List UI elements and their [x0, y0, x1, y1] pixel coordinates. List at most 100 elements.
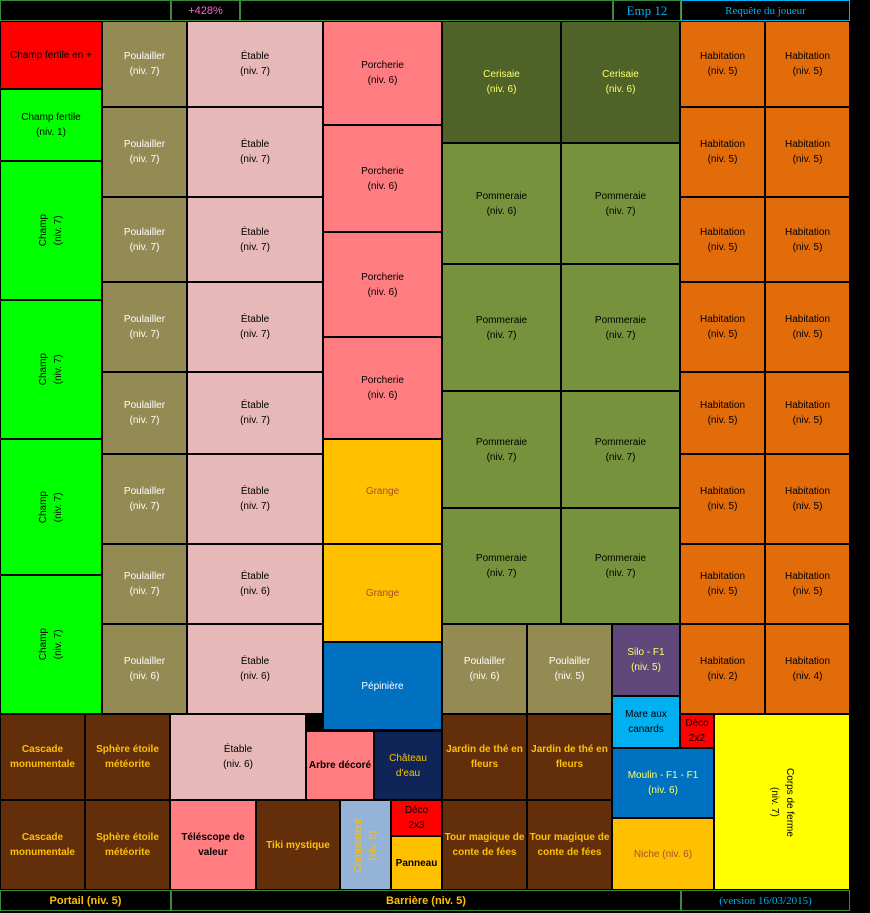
field-4[interactable]: Champ (niv. 7)	[0, 575, 102, 714]
barn-1-label: Grange	[365, 486, 400, 497]
apple-orchard-3-label: Pommeraie (niv. 7)	[475, 314, 528, 341]
house-7[interactable]: Habitation (niv. 5)	[680, 282, 765, 372]
tiki[interactable]: Tiki mystique	[256, 800, 340, 890]
composter-label: Composteur (niv. 5)	[352, 817, 379, 873]
duck-pond[interactable]: Mare aux canards	[612, 696, 680, 748]
house-10-label: Habitation (niv. 5)	[784, 400, 831, 426]
house-16[interactable]: Habitation (niv. 4)	[765, 624, 850, 714]
pigsty-3[interactable]: Porcherie (niv. 6)	[323, 232, 442, 337]
water-tower[interactable]: Château d'eau	[374, 731, 442, 800]
house-3[interactable]: Habitation (niv. 5)	[680, 107, 765, 197]
magic-tower-2[interactable]: Tour magique de conte de fées	[527, 800, 612, 890]
apple-orchard-8[interactable]: Pommeraie (niv. 7)	[561, 508, 680, 624]
chicken-coop-2[interactable]: Poulailler (niv. 7)	[102, 107, 187, 197]
farmhouse-label: Corps de ferme (niv. 7)	[769, 767, 795, 837]
percent-indicator: +428%	[171, 0, 240, 21]
star-sphere-2-label: Sphère étoile météorite	[96, 832, 159, 858]
nursery-label: Pépinière	[361, 680, 404, 692]
stable-4[interactable]: Étable (niv. 7)	[187, 282, 323, 372]
house-1[interactable]: Habitation (niv. 5)	[680, 21, 765, 107]
house-12[interactable]: Habitation (niv. 5)	[765, 454, 850, 544]
pigsty-4[interactable]: Porcherie (niv. 6)	[323, 337, 442, 439]
star-sphere-1[interactable]: Sphère étoile météorite	[85, 714, 170, 800]
doghouse[interactable]: Niche (niv. 6)	[612, 818, 714, 890]
composter[interactable]: Composteur (niv. 5)	[340, 800, 391, 890]
cherry-orchard-2[interactable]: Cerisaie (niv. 6)	[561, 21, 680, 143]
player-request-button[interactable]: Requête du joueur	[681, 0, 850, 21]
stable-2[interactable]: Étable (niv. 7)	[187, 107, 323, 197]
house-5[interactable]: Habitation (niv. 5)	[680, 197, 765, 282]
decorated-tree[interactable]: Arbre décoré	[306, 731, 374, 800]
apple-orchard-5[interactable]: Pommeraie (niv. 7)	[442, 391, 561, 508]
silo[interactable]: Silo - F1 (niv. 5)	[612, 624, 680, 696]
house-9[interactable]: Habitation (niv. 5)	[680, 372, 765, 454]
pigsty-3-label: Porcherie (niv. 6)	[361, 271, 404, 298]
chicken-coop-8[interactable]: Poulailler (niv. 6)	[102, 624, 187, 714]
stable-1[interactable]: Étable (niv. 7)	[187, 21, 323, 107]
chicken-coop-3[interactable]: Poulailler (niv. 7)	[102, 197, 187, 282]
tea-garden-1[interactable]: Jardin de thé en fleurs	[442, 714, 527, 800]
barrier-label: Barrière (niv. 5)	[171, 890, 681, 911]
apple-orchard-1-label: Pommeraie (niv. 6)	[475, 190, 528, 217]
house-1-label: Habitation (niv. 5)	[699, 51, 746, 77]
chicken-coop-4[interactable]: Poulailler (niv. 7)	[102, 282, 187, 372]
barn-2[interactable]: Grange	[323, 544, 442, 642]
apple-orchard-6[interactable]: Pommeraie (niv. 7)	[561, 391, 680, 508]
stable-8[interactable]: Étable (niv. 6)	[187, 624, 323, 714]
stable-6[interactable]: Étable (niv. 7)	[187, 454, 323, 544]
apple-orchard-4[interactable]: Pommeraie (niv. 7)	[561, 264, 680, 391]
stable-bottom[interactable]: Étable (niv. 6)	[170, 714, 306, 800]
stable-5[interactable]: Étable (niv. 7)	[187, 372, 323, 454]
chicken-coop-1[interactable]: Poulailler (niv. 7)	[102, 21, 187, 107]
pigsty-4-label: Porcherie (niv. 6)	[361, 375, 404, 401]
tea-garden-2[interactable]: Jardin de thé en fleurs	[527, 714, 612, 800]
farmhouse[interactable]: Corps de ferme (niv. 7)	[714, 714, 850, 890]
telescope-label: Téléscope de valeur	[181, 832, 245, 858]
field-fertile-plus[interactable]: Champ fertile en +	[0, 21, 102, 89]
star-sphere-2[interactable]: Sphère étoile météorite	[85, 800, 170, 890]
field-2[interactable]: Champ (niv. 7)	[0, 300, 102, 439]
chicken-coop-7[interactable]: Poulailler (niv. 7)	[102, 544, 187, 624]
star-sphere-1-label: Sphère étoile météorite	[96, 744, 159, 770]
stable-6-label: Étable (niv. 7)	[240, 486, 270, 512]
apple-orchard-3[interactable]: Pommeraie (niv. 7)	[442, 264, 561, 391]
chicken-coop-9[interactable]: Poulailler (niv. 6)	[442, 624, 527, 714]
sign[interactable]: Panneau	[391, 836, 442, 890]
apple-orchard-2[interactable]: Pommeraie (niv. 7)	[561, 143, 680, 264]
house-13[interactable]: Habitation (niv. 5)	[680, 544, 765, 624]
house-4[interactable]: Habitation (niv. 5)	[765, 107, 850, 197]
apple-orchard-7[interactable]: Pommeraie (niv. 7)	[442, 508, 561, 624]
house-8-label: Habitation (niv. 5)	[784, 314, 831, 340]
house-2[interactable]: Habitation (niv. 5)	[765, 21, 850, 107]
barn-1[interactable]: Grange	[323, 439, 442, 544]
cherry-orchard-1[interactable]: Cerisaie (niv. 6)	[442, 21, 561, 143]
chicken-coop-10[interactable]: Poulailler (niv. 5)	[527, 624, 612, 714]
house-10[interactable]: Habitation (niv. 5)	[765, 372, 850, 454]
tea-garden-2-label: Jardin de thé en fleurs	[531, 744, 608, 770]
deco-2x3[interactable]: Déco 2x3	[391, 800, 442, 836]
chicken-coop-6[interactable]: Poulailler (niv. 7)	[102, 454, 187, 544]
nursery[interactable]: Pépinière	[323, 642, 442, 730]
chicken-coop-5-label: Poulailler (niv. 7)	[123, 400, 166, 426]
house-11[interactable]: Habitation (niv. 5)	[680, 454, 765, 544]
field-1[interactable]: Champ (niv. 7)	[0, 161, 102, 300]
windmill[interactable]: Moulin - F1 - F1 (niv. 6)	[612, 748, 714, 818]
apple-orchard-1[interactable]: Pommeraie (niv. 6)	[442, 143, 561, 264]
house-15[interactable]: Habitation (niv. 2)	[680, 624, 765, 714]
chicken-coop-5[interactable]: Poulailler (niv. 7)	[102, 372, 187, 454]
house-8[interactable]: Habitation (niv. 5)	[765, 282, 850, 372]
pigsty-1[interactable]: Porcherie (niv. 6)	[323, 21, 442, 125]
stable-7[interactable]: Étable (niv. 6)	[187, 544, 323, 624]
telescope[interactable]: Téléscope de valeur	[170, 800, 256, 890]
stable-3[interactable]: Étable (niv. 7)	[187, 197, 323, 282]
pigsty-2[interactable]: Porcherie (niv. 6)	[323, 125, 442, 232]
field-3[interactable]: Champ (niv. 7)	[0, 439, 102, 575]
house-6[interactable]: Habitation (niv. 5)	[765, 197, 850, 282]
field-fertile-1[interactable]: Champ fertile (niv. 1)	[0, 89, 102, 161]
apple-orchard-7-label: Pommeraie (niv. 7)	[475, 553, 528, 579]
magic-tower-1[interactable]: Tour magique de conte de fées	[442, 800, 527, 890]
deco-2x2[interactable]: Déco 2x2	[680, 714, 714, 748]
house-14[interactable]: Habitation (niv. 5)	[765, 544, 850, 624]
waterfall-2[interactable]: Cascade monumentale	[0, 800, 85, 890]
waterfall-1[interactable]: Cascade monumentale	[0, 714, 85, 800]
